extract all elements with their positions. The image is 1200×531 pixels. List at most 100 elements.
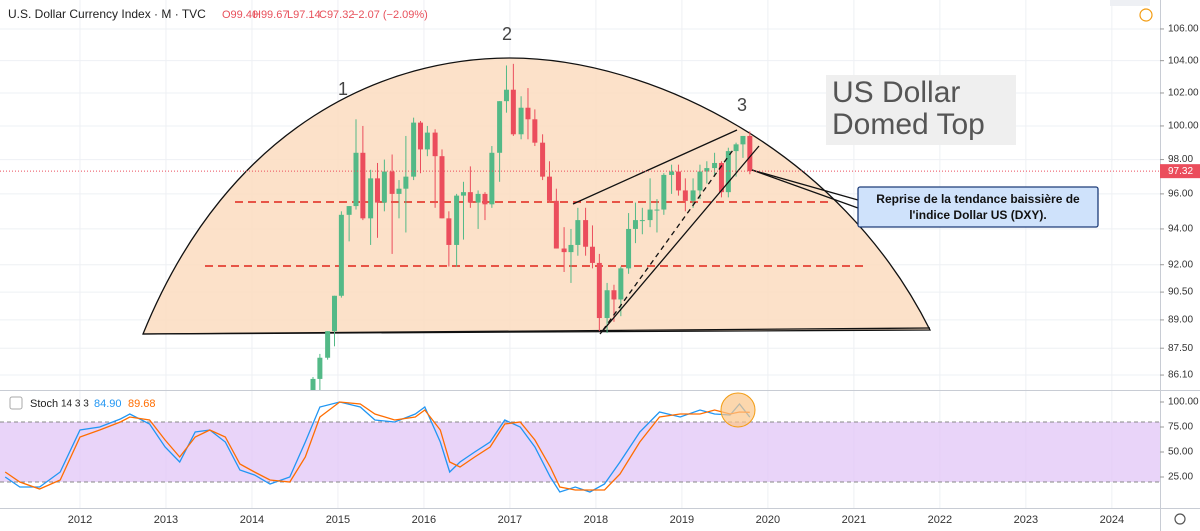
candle-body	[325, 331, 331, 358]
ohlc-change: −2.07 (−2.09%)	[352, 9, 428, 21]
highlight	[720, 392, 756, 428]
x-tick-label: 2014	[240, 514, 264, 526]
stoch-line	[4, 401, 750, 491]
annotation: 1	[338, 79, 348, 99]
indicator-params: 14 3 3	[61, 399, 89, 410]
x-tick-label: 2019	[670, 514, 694, 526]
y-tick-label: 87.50	[1168, 343, 1193, 354]
ohlc-low: L97.14	[287, 9, 321, 21]
x-tick-label: 2015	[326, 514, 350, 526]
y-tick-label: 86.10	[1168, 370, 1193, 381]
candle-body	[346, 206, 352, 215]
ohlc-close: C97.32	[319, 9, 354, 21]
candle-body	[639, 220, 645, 222]
y-tick-label: 100.00	[1168, 397, 1199, 408]
candle-body	[725, 151, 731, 193]
candle-body	[733, 144, 739, 152]
x-tick-label: 2022	[928, 514, 952, 526]
last-price-tag	[1160, 164, 1200, 179]
neckline	[142, 327, 931, 335]
candle-body	[553, 200, 559, 249]
candle-body	[675, 171, 681, 191]
callout-text: l'indice Dollar US (DXY).	[909, 208, 1047, 222]
annotation: Domed Top	[832, 108, 985, 141]
candle-body	[682, 190, 688, 201]
x-tick-label: 2018	[584, 514, 608, 526]
y-tick-label: 92.00	[1168, 259, 1193, 270]
y-tick-label: 89.00	[1168, 315, 1193, 326]
candle-body	[424, 132, 430, 150]
x-tick-label: 2013	[154, 514, 178, 526]
callout-arrow	[751, 169, 859, 209]
candle-body	[503, 89, 509, 102]
candle-body	[497, 101, 503, 153]
candle-body	[690, 190, 696, 201]
y-tick-label: 98.00	[1168, 154, 1193, 165]
candle-body	[310, 378, 316, 390]
channel-line	[602, 149, 734, 331]
alert-icon[interactable]	[1139, 8, 1153, 22]
callout-arrow	[751, 169, 859, 201]
candle-body	[740, 135, 746, 145]
candle-body	[454, 195, 460, 245]
k-value: 84.90	[94, 398, 122, 410]
candle-body	[669, 171, 675, 175]
candle-body	[396, 188, 402, 194]
candle-body	[654, 209, 660, 211]
y-tick-label: 50.00	[1168, 447, 1193, 458]
candle-body	[446, 218, 452, 245]
candle-body	[647, 209, 653, 221]
annotation: 3	[737, 95, 747, 115]
candle-body	[604, 290, 610, 319]
x-tick-label: 2023	[1014, 514, 1038, 526]
candle-body	[611, 290, 617, 300]
candle-body	[704, 168, 710, 172]
indicator-title: Stoch	[30, 398, 58, 410]
stoch-pane	[0, 401, 1160, 493]
y-tick-label: 25.00	[1168, 472, 1193, 483]
candle-body	[626, 228, 632, 269]
candle-body	[317, 357, 323, 379]
candle-body	[360, 152, 366, 219]
settings-icon[interactable]	[1174, 513, 1186, 525]
candle-body	[525, 107, 531, 120]
y-tick-label: 106.00	[1168, 24, 1199, 35]
y-tick-label: 102.00	[1168, 88, 1199, 99]
candle-body	[482, 193, 488, 205]
x-tick-label: 2020	[756, 514, 780, 526]
collapse-button[interactable]	[9, 396, 23, 410]
candle-body	[632, 220, 638, 229]
candle-body	[596, 262, 602, 319]
d-value: 89.68	[128, 398, 156, 410]
candle-body	[532, 119, 538, 143]
y-tick-label: 104.00	[1168, 55, 1199, 66]
y-tick-label: 94.00	[1168, 224, 1193, 235]
candle-body	[540, 142, 546, 177]
toolbar	[1110, 0, 1150, 6]
callout-text: Reprise de la tendance baissière de	[876, 192, 1080, 206]
chart-title: U.S. Dollar Currency Index · M · TVC	[8, 7, 206, 21]
x-tick-label: 2012	[68, 514, 92, 526]
candle-body	[338, 214, 344, 296]
candle-body	[546, 176, 552, 201]
candle-body	[403, 176, 409, 189]
x-tick-label: 2017	[498, 514, 522, 526]
x-tick-label: 2021	[842, 514, 866, 526]
candle-body	[575, 220, 581, 245]
candle-body	[374, 178, 380, 203]
x-tick-label: 2016	[412, 514, 436, 526]
candle-body	[618, 268, 624, 300]
candle-body	[467, 192, 473, 203]
label-box	[826, 75, 1016, 145]
y-tick-label: 96.00	[1168, 189, 1193, 200]
channel-line	[599, 145, 760, 335]
annotation: US Dollar	[832, 76, 960, 109]
candle-body	[561, 248, 567, 253]
candle-body	[389, 171, 395, 194]
x-tick-label: 2024	[1100, 514, 1124, 526]
candle-body	[589, 246, 595, 263]
candle-body	[432, 132, 438, 157]
channel-line	[572, 129, 738, 205]
callout-box	[857, 186, 1099, 228]
stoch-band	[0, 422, 1160, 482]
